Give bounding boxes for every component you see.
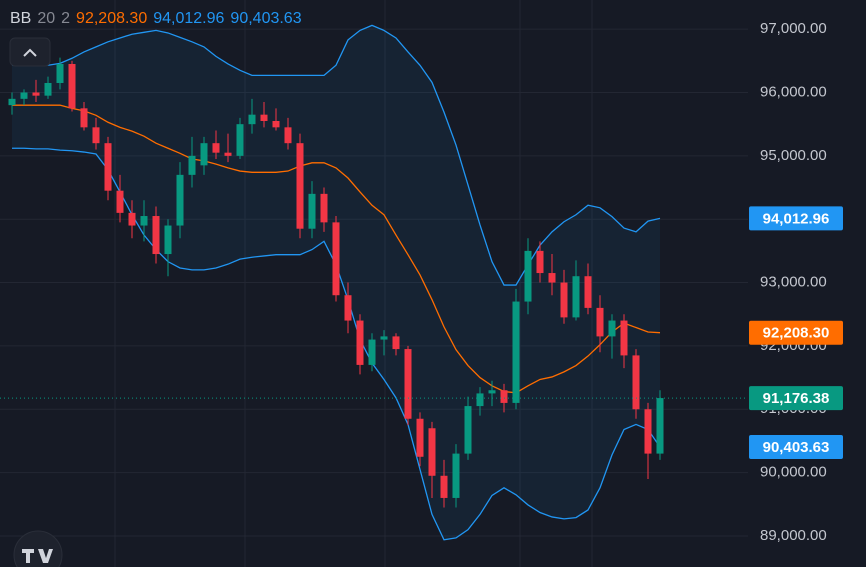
candle-body (56, 63, 64, 83)
candle-body (20, 92, 28, 99)
legend-item: 2 (61, 10, 70, 27)
candle-body (608, 320, 616, 337)
candle-body (380, 336, 388, 340)
candle-body (464, 406, 472, 454)
band-fill (12, 25, 660, 540)
candle-body (548, 273, 556, 283)
y-tick-label: 96,000.00 (760, 83, 827, 100)
candle-body (644, 409, 652, 454)
candle-body (392, 336, 400, 350)
candle-body (104, 143, 112, 191)
candle-body (308, 193, 316, 229)
horizontal-grid (0, 28, 748, 537)
candle-body (116, 190, 124, 213)
candle-body (440, 475, 448, 498)
candle-body (428, 428, 436, 476)
candle-body (560, 282, 568, 318)
candle-body (620, 320, 628, 356)
legend-item: 20 (37, 10, 55, 27)
candle-body (248, 114, 256, 125)
price-tag-label: 91,176.38 (763, 390, 830, 407)
candle-body (80, 108, 88, 128)
price-tag-label: 90,403.63 (763, 439, 830, 456)
candle-body (188, 155, 196, 175)
legend-item: 94,012.96 (153, 10, 224, 27)
candle-body (416, 418, 424, 457)
candle-body (596, 307, 604, 337)
candle-body (140, 216, 148, 226)
collapse-button[interactable] (9, 37, 51, 67)
legend: BB 20 2 92,208.30 94,012.96 90,403.63 (10, 10, 302, 27)
candle-body (536, 250, 544, 274)
candle-body (260, 114, 268, 122)
candle-body (488, 390, 496, 394)
price-tag-label: 92,208.30 (763, 325, 830, 342)
candle-body (44, 82, 52, 96)
candle-body (344, 295, 352, 321)
logo-mark (22, 549, 53, 563)
candle-body (500, 390, 508, 403)
candle-body (68, 63, 76, 109)
candle-body (524, 250, 532, 302)
price-tag (749, 435, 843, 460)
candle-body (404, 349, 412, 419)
y-tick-label: 89,000.00 (760, 527, 827, 544)
y-tick-label: 90,000.00 (760, 464, 827, 481)
candle-body (368, 339, 376, 365)
band-line (12, 104, 661, 394)
candle-body (92, 127, 100, 144)
price-tag (749, 206, 843, 231)
legend-item: 90,403.63 (230, 10, 301, 27)
candle-body (224, 152, 232, 156)
candle-body (284, 127, 292, 144)
price-axis: 89,000.0090,000.0091,000.0092,000.0093,0… (749, 20, 843, 544)
candle-body (272, 121, 280, 128)
candle-body (632, 355, 640, 410)
candle-body (200, 143, 208, 166)
legend-item: BB (10, 10, 31, 27)
candle-body (128, 212, 136, 226)
candle-body (8, 98, 16, 106)
candle-body (320, 193, 328, 223)
candle-body (584, 276, 592, 308)
candle-body (164, 225, 172, 255)
legend-item: 92,208.30 (76, 10, 147, 27)
candle-body (332, 222, 340, 296)
plot-area (0, 24, 748, 541)
y-tick-label: 95,000.00 (760, 147, 827, 164)
logo[interactable] (13, 530, 63, 567)
candle-body (176, 174, 184, 226)
collapse-icon (23, 48, 37, 57)
candle-body (452, 453, 460, 498)
collapse-button-box[interactable] (9, 37, 51, 67)
price-tag (749, 320, 843, 345)
candle-body (476, 393, 484, 407)
price-tag-label: 94,012.96 (763, 210, 830, 227)
y-tick-label: 97,000.00 (760, 20, 827, 37)
candle-body (296, 143, 304, 229)
candle-body (236, 124, 244, 156)
candle-body (32, 92, 40, 96)
candle-body (212, 143, 220, 153)
candle-body (512, 301, 520, 403)
price-tag (749, 386, 843, 411)
y-tick-label: 93,000.00 (760, 274, 827, 291)
candle-body (356, 320, 364, 365)
candle-body (152, 216, 160, 255)
band-line (12, 24, 661, 286)
candle-body (572, 276, 580, 318)
candle-body (656, 398, 664, 454)
